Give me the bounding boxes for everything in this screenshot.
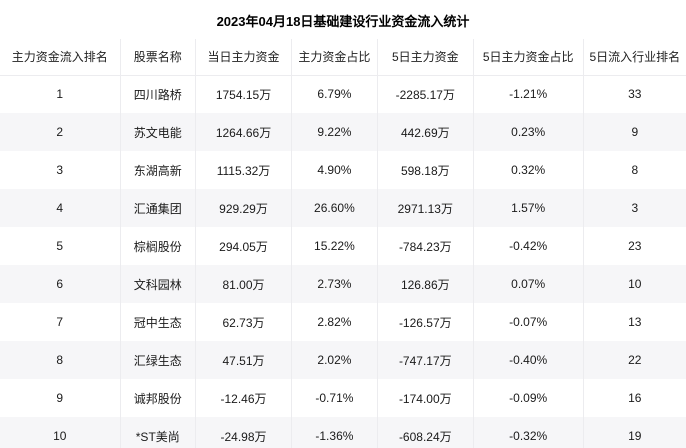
table-row: 3 东湖高新 1115.32万 4.90% 598.18万 0.32% 8: [0, 151, 686, 189]
today-fund-cell: 929.29万: [195, 189, 293, 227]
fund-5day-cell: 598.18万: [377, 151, 474, 189]
fund-ratio-cell: 26.60%: [291, 189, 378, 227]
industry-5day-rank-cell: 3: [583, 189, 686, 227]
rank-cell: 7: [0, 303, 121, 341]
fund-5day-cell: -174.00万: [377, 379, 474, 417]
fund-5day-cell: 442.69万: [377, 113, 474, 151]
table-row: 8 汇绿生态 47.51万 2.02% -747.17万 -0.40% 22: [0, 341, 686, 379]
table-row: 9 诚邦股份 -12.46万 -0.71% -174.00万 -0.09% 16: [0, 379, 686, 417]
rank-cell: 9: [0, 379, 121, 417]
rank-cell: 8: [0, 341, 121, 379]
industry-5day-rank-cell: 33: [583, 75, 686, 113]
fund-5day-cell: 126.86万: [377, 265, 474, 303]
table-row: 4 汇通集团 929.29万 26.60% 2971.13万 1.57% 3: [0, 189, 686, 227]
rank-cell: 4: [0, 189, 121, 227]
today-fund-cell: 1115.32万: [195, 151, 293, 189]
rank-cell: 10: [0, 417, 121, 448]
fund-5day-cell: -784.23万: [377, 227, 474, 265]
industry-5day-rank-cell: 23: [583, 227, 686, 265]
column-header-1: 股票名称: [120, 39, 197, 76]
fund-ratio-cell: 2.02%: [291, 341, 378, 379]
fund-5day-ratio-cell: 1.57%: [473, 189, 584, 227]
stock-name-cell[interactable]: 汇绿生态: [120, 341, 197, 379]
stock-name-cell[interactable]: 文科园林: [120, 265, 197, 303]
fund-5day-ratio-cell: -0.40%: [473, 341, 584, 379]
fund-ratio-cell: -1.36%: [291, 417, 378, 448]
table-row: 6 文科园林 81.00万 2.73% 126.86万 0.07% 10: [0, 265, 686, 303]
fund-5day-ratio-cell: -1.21%: [473, 75, 584, 113]
rank-cell: 6: [0, 265, 121, 303]
fund-ratio-cell: 4.90%: [291, 151, 378, 189]
industry-5day-rank-cell: 10: [583, 265, 686, 303]
fund-ratio-cell: 2.82%: [291, 303, 378, 341]
industry-5day-rank-cell: 16: [583, 379, 686, 417]
fund-5day-cell: -126.57万: [377, 303, 474, 341]
today-fund-cell: 1264.66万: [195, 113, 293, 151]
rank-cell: 5: [0, 227, 121, 265]
stock-name-cell[interactable]: 冠中生态: [120, 303, 197, 341]
industry-5day-rank-cell: 9: [583, 113, 686, 151]
today-fund-cell: 81.00万: [195, 265, 293, 303]
stock-name-cell[interactable]: *ST美尚: [120, 417, 197, 448]
table-header-row: 主力资金流入排名 股票名称 当日主力资金 主力资金占比 5日主力资金 5日主力资金占比 5日…: [0, 39, 686, 76]
industry-5day-rank-cell: 13: [583, 303, 686, 341]
today-fund-cell: -12.46万: [195, 379, 293, 417]
table-row: 7 冠中生态 62.73万 2.82% -126.57万 -0.07% 13: [0, 303, 686, 341]
fund-5day-ratio-cell: 0.07%: [473, 265, 584, 303]
fund-5day-ratio-cell: -0.32%: [473, 417, 584, 448]
table-header: 主力资金流入排名 股票名称 当日主力资金 主力资金占比 5日主力资金 5日主力资金占比 5日…: [0, 39, 686, 76]
table-row: 5 棕榈股份 294.05万 15.22% -784.23万 -0.42% 23: [0, 227, 686, 265]
today-fund-cell: 47.51万: [195, 341, 293, 379]
column-header-4: 5日主力资金: [377, 39, 474, 76]
fund-5day-cell: 2971.13万: [377, 189, 474, 227]
industry-5day-rank-cell: 19: [583, 417, 686, 448]
stock-name-cell[interactable]: 棕榈股份: [120, 227, 197, 265]
fund-flow-table: 主力资金流入排名 股票名称 当日主力资金 主力资金占比 5日主力资金 5日主力资金占比 5日…: [0, 39, 686, 448]
fund-ratio-cell: 2.73%: [291, 265, 378, 303]
today-fund-cell: 62.73万: [195, 303, 293, 341]
industry-5day-rank-cell: 22: [583, 341, 686, 379]
fund-5day-cell: -2285.17万: [377, 75, 474, 113]
fund-5day-ratio-cell: -0.09%: [473, 379, 584, 417]
stock-name-cell[interactable]: 东湖高新: [120, 151, 197, 189]
fund-5day-ratio-cell: -0.42%: [473, 227, 584, 265]
stock-name-cell[interactable]: 诚邦股份: [120, 379, 197, 417]
table-body: 1 四川路桥 1754.15万 6.79% -2285.17万 -1.21% 33 2 苏文电能…: [0, 75, 686, 448]
column-header-5: 5日主力资金占比: [473, 39, 584, 76]
stock-name-cell[interactable]: 四川路桥: [120, 75, 197, 113]
column-header-2: 当日主力资金: [195, 39, 293, 76]
fund-ratio-cell: 9.22%: [291, 113, 378, 151]
rank-cell: 2: [0, 113, 121, 151]
today-fund-cell: -24.98万: [195, 417, 293, 448]
column-header-0: 主力资金流入排名: [0, 39, 121, 76]
column-header-3: 主力资金占比: [291, 39, 378, 76]
fund-5day-cell: -747.17万: [377, 341, 474, 379]
rank-cell: 1: [0, 75, 121, 113]
page-title: 2023年04月18日基础建设行业资金流入统计: [216, 14, 470, 29]
industry-5day-rank-cell: 8: [583, 151, 686, 189]
rank-cell: 3: [0, 151, 121, 189]
stock-name-cell[interactable]: 苏文电能: [120, 113, 197, 151]
table-row: 10 *ST美尚 -24.98万 -1.36% -608.24万 -0.32% 19: [0, 417, 686, 448]
fund-5day-ratio-cell: 0.23%: [473, 113, 584, 151]
column-header-6: 5日流入行业排名: [583, 39, 686, 76]
stock-name-cell[interactable]: 汇通集团: [120, 189, 197, 227]
today-fund-cell: 1754.15万: [195, 75, 293, 113]
fund-ratio-cell: -0.71%: [291, 379, 378, 417]
fund-ratio-cell: 15.22%: [291, 227, 378, 265]
table-row: 1 四川路桥 1754.15万 6.79% -2285.17万 -1.21% 33: [0, 75, 686, 113]
today-fund-cell: 294.05万: [195, 227, 293, 265]
fund-5day-ratio-cell: -0.07%: [473, 303, 584, 341]
table-row: 2 苏文电能 1264.66万 9.22% 442.69万 0.23% 9: [0, 113, 686, 151]
fund-5day-ratio-cell: 0.32%: [473, 151, 584, 189]
fund-5day-cell: -608.24万: [377, 417, 474, 448]
fund-ratio-cell: 6.79%: [291, 75, 378, 113]
